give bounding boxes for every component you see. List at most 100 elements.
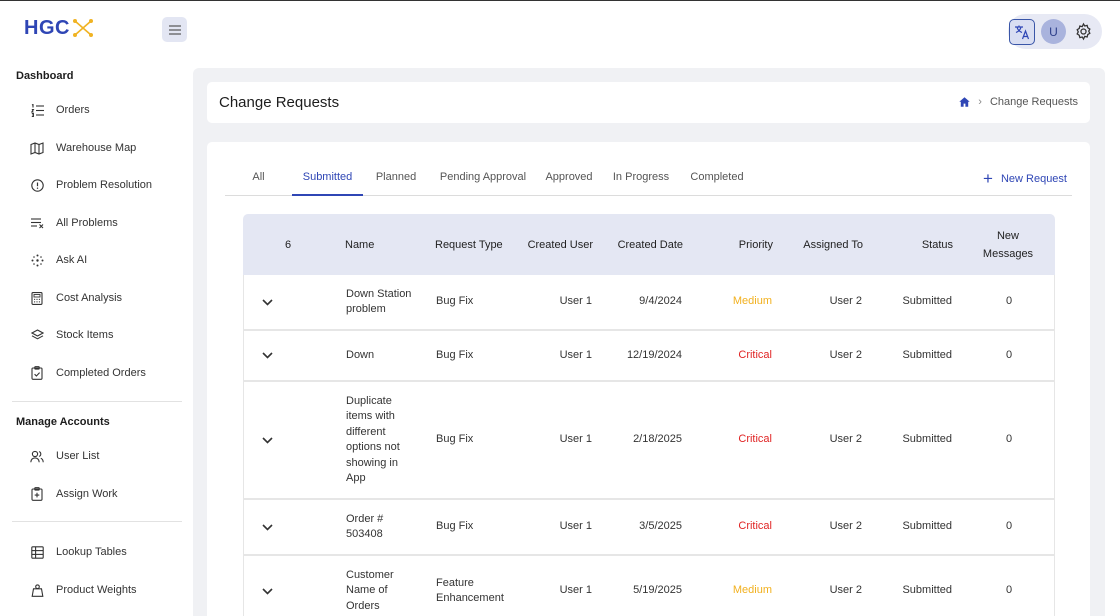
- column-header-priority[interactable]: Priority: [738, 238, 773, 251]
- expand-row-button[interactable]: [262, 275, 273, 329]
- sidebar-item-label: Orders: [56, 104, 90, 116]
- expand-row-button[interactable]: [262, 556, 273, 616]
- sidebar-item-stock-items[interactable]: Stock Items: [30, 324, 180, 346]
- menu-toggle-button[interactable]: [162, 17, 187, 42]
- table-row[interactable]: Down Station problem Bug Fix User 1 9/4/…: [243, 275, 1055, 331]
- table-row[interactable]: Order # 503408 Bug Fix User 1 3/5/2025 C…: [243, 500, 1055, 556]
- column-header-name[interactable]: Name: [345, 238, 375, 251]
- cell-assigned-to: User 2: [829, 520, 862, 533]
- sidebar-item-label: User List: [56, 450, 100, 462]
- chevron-down-icon: [262, 436, 273, 444]
- logo-network-icon: [72, 19, 93, 37]
- sidebar-item-lookup-tables[interactable]: Lookup Tables: [30, 541, 180, 563]
- sidebar-item-all-problems[interactable]: All Problems: [30, 212, 180, 234]
- tab-approved[interactable]: Approved: [545, 171, 593, 183]
- sidebar-item-label: Assign Work: [56, 488, 118, 500]
- chevron-down-icon: [262, 298, 273, 306]
- translate-icon: [1015, 25, 1030, 40]
- sidebar-item-ask-ai[interactable]: Ask AI: [30, 249, 180, 271]
- new-request-button[interactable]: + New Request: [983, 170, 1067, 187]
- cell-new-messages: 0: [1005, 295, 1013, 308]
- cell-created-date: 5/19/2025: [633, 584, 682, 597]
- weight-icon: [30, 583, 44, 597]
- breadcrumb-current: Change Requests: [989, 96, 1078, 108]
- sidebar-item-user-list[interactable]: User List: [30, 445, 180, 467]
- gear-icon: [1076, 22, 1091, 41]
- sidebar-item-warehouse-map[interactable]: Warehouse Map: [30, 137, 180, 159]
- sidebar-item-cost-analysis[interactable]: Cost Analysis: [30, 287, 180, 309]
- page-title: Change Requests: [219, 94, 340, 111]
- sidebar-divider: [12, 401, 182, 402]
- cell-priority: Medium: [732, 584, 772, 597]
- sidebar-item-label: Cost Analysis: [56, 292, 123, 304]
- table-row[interactable]: Duplicate items with different options n…: [243, 382, 1055, 500]
- chevron-down-icon: [262, 587, 273, 595]
- expand-row-button[interactable]: [262, 331, 273, 380]
- expand-row-button[interactable]: [262, 500, 273, 554]
- cell-created-user: User 1: [559, 295, 592, 308]
- sidebar-item-orders[interactable]: Orders: [30, 99, 180, 121]
- sidebar-section-manage-accounts: Manage Accounts: [16, 416, 110, 428]
- cell-status: Submitted: [902, 584, 952, 597]
- table-row[interactable]: Down Bug Fix User 1 12/19/2024 Critical …: [243, 331, 1055, 382]
- map-icon: [30, 141, 44, 155]
- home-icon[interactable]: [959, 97, 970, 107]
- avatar[interactable]: U: [1041, 19, 1066, 44]
- sidebar-item-label: Problem Resolution: [56, 179, 152, 191]
- column-header-request-type[interactable]: Request Type: [435, 238, 503, 251]
- tab-planned[interactable]: Planned: [375, 171, 417, 183]
- plus-icon: +: [983, 169, 993, 188]
- cell-assigned-to: User 2: [829, 584, 862, 597]
- hamburger-icon: [168, 24, 181, 35]
- column-header-assigned-to[interactable]: Assigned To: [803, 238, 863, 251]
- cell-created-user: User 1: [559, 348, 592, 361]
- cell-created-date: 12/19/2024: [626, 348, 682, 361]
- tab-completed[interactable]: Completed: [690, 171, 744, 183]
- column-header-status[interactable]: Status: [921, 238, 953, 251]
- translate-button[interactable]: [1009, 19, 1035, 45]
- column-header-new-messages[interactable]: New Messages: [982, 229, 1034, 260]
- app-logo[interactable]: HGC: [24, 15, 94, 41]
- tab-all[interactable]: All: [252, 171, 265, 183]
- list-x-icon: [30, 216, 44, 230]
- requests-table: 6 Name Request Type Created User Created…: [243, 214, 1055, 616]
- new-request-label: New Request: [1000, 172, 1067, 185]
- cell-priority: Critical: [738, 348, 772, 361]
- sidebar-item-product-weights[interactable]: Product Weights: [30, 579, 180, 601]
- expand-row-button[interactable]: [262, 382, 273, 498]
- users-icon: [30, 449, 44, 463]
- cell-name: Down: [346, 348, 375, 361]
- cell-status: Submitted: [902, 295, 952, 308]
- sidebar-item-label: Product Weights: [56, 584, 137, 596]
- list-ordered-icon: [30, 103, 44, 117]
- chevron-right-icon: ›: [978, 96, 982, 108]
- page-header: Change Requests › Change Requests: [207, 82, 1090, 123]
- status-tabs: All Submitted Planned Pending Approval A…: [225, 160, 1072, 196]
- tab-pending-approval[interactable]: Pending Approval: [439, 171, 527, 183]
- cell-created-date: 2/18/2025: [633, 433, 682, 446]
- breadcrumb: › Change Requests: [959, 96, 1078, 108]
- settings-button[interactable]: [1074, 22, 1093, 41]
- sidebar-item-label: Ask AI: [56, 254, 88, 266]
- clipboard-check-icon: [30, 366, 44, 380]
- sidebar-item-assign-work[interactable]: Assign Work: [30, 483, 180, 505]
- calculator-icon: [30, 291, 44, 305]
- sidebar-item-label: Stock Items: [56, 329, 114, 341]
- sidebar-item-problem-resolution[interactable]: Problem Resolution: [30, 174, 180, 196]
- table-row[interactable]: Customer Name of Orders Feature Enhancem…: [243, 556, 1055, 616]
- chevron-down-icon: [262, 352, 273, 359]
- cell-status: Submitted: [902, 520, 952, 533]
- cell-priority: Critical: [738, 433, 772, 446]
- cell-status: Submitted: [902, 348, 952, 361]
- row-count: 6: [284, 238, 292, 251]
- tab-in-progress[interactable]: In Progress: [612, 171, 670, 183]
- tab-submitted[interactable]: Submitted: [292, 160, 363, 196]
- table-icon: [30, 545, 44, 559]
- cell-created-user: User 1: [559, 433, 592, 446]
- column-header-created-date[interactable]: Created Date: [617, 238, 683, 251]
- logo-text: HGC: [24, 16, 70, 39]
- column-header-created-user[interactable]: Created User: [527, 238, 593, 251]
- cell-name: Duplicate items with different options n…: [346, 394, 400, 485]
- sidebar-item-completed-orders[interactable]: Completed Orders: [30, 362, 180, 384]
- cell-new-messages: 0: [1005, 520, 1013, 533]
